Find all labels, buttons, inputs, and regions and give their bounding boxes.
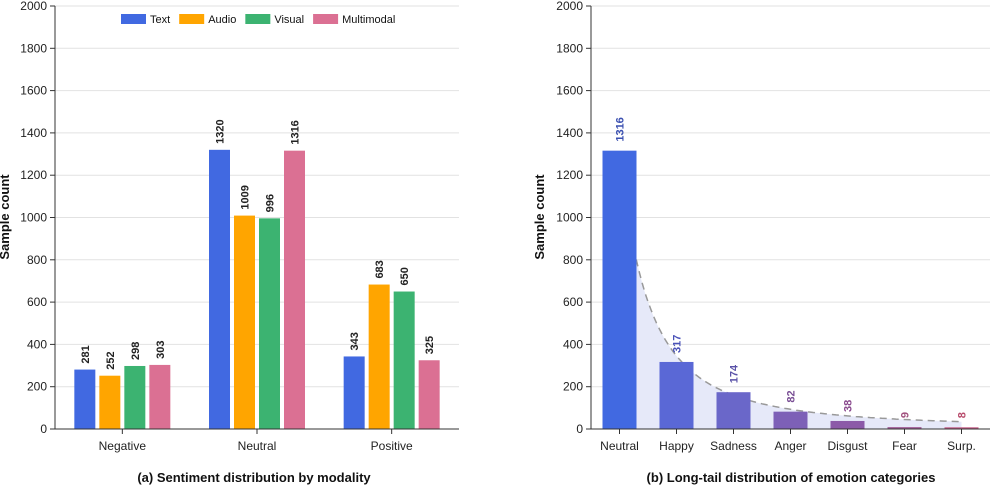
chart-a-legend-swatch <box>245 14 271 24</box>
chart-b-bar <box>944 427 979 429</box>
chart-b-ytick-label: 1800 <box>556 41 583 55</box>
chart-b-bar-label: 174 <box>729 364 741 383</box>
chart-a-bar-label: 683 <box>374 260 386 278</box>
chart-b-xtick-label: Surp. <box>947 439 976 453</box>
chart-b-bar-label: 82 <box>786 390 798 402</box>
chart-b-bar-label: 317 <box>672 335 684 353</box>
chart-b-bar-label: 8 <box>957 412 969 418</box>
chart-b-xtick-label: Disgust <box>827 439 868 453</box>
chart-a-bar-label: 1009 <box>240 185 252 209</box>
chart-a-bar <box>259 218 280 429</box>
chart-a-legend-label: Visual <box>274 14 304 26</box>
chart-a-xtick-label: Neutral <box>238 439 277 453</box>
chart-a-bar-label: 343 <box>349 332 361 350</box>
chart-b-xtick-label: Anger <box>774 439 806 453</box>
chart-b-ytick-label: 600 <box>563 295 583 309</box>
chart-b-xtick-label: Happy <box>659 439 694 453</box>
chart-a-legend-swatch <box>313 14 339 24</box>
chart-b-ytick-label: 200 <box>563 380 583 394</box>
chart-a-legend-swatch <box>179 14 205 24</box>
chart-b-ytick-label: 1400 <box>556 126 583 140</box>
chart-b-bar <box>602 150 637 429</box>
chart-a-bar <box>124 365 146 429</box>
chart-b-bar <box>830 420 865 429</box>
chart-b-xtick-label: Neutral <box>600 439 639 453</box>
chart-a-ytick-label: 1000 <box>20 211 47 225</box>
chart-a-bar-label: 252 <box>105 351 117 369</box>
chart-a-ytick-label: 1200 <box>20 168 47 182</box>
chart-b-ytick-label: 400 <box>563 337 583 351</box>
chart-a-ytick-label: 2000 <box>20 0 47 13</box>
chart-a-ytick-label: 1800 <box>20 41 47 55</box>
chart-a-bar <box>418 360 440 429</box>
chart-b-bar-label: 1316 <box>615 117 627 141</box>
chart-a-caption: (a) Sentiment distribution by modality <box>137 470 371 485</box>
chart-b-bar <box>659 361 694 429</box>
chart-b-ylabel: Sample count <box>532 174 547 260</box>
chart-a-bar-label: 281 <box>80 345 92 363</box>
chart-a-xtick-label: Positive <box>371 439 413 453</box>
chart-a-bar-label: 650 <box>399 267 411 285</box>
chart-a-bar <box>343 356 365 429</box>
chart-b-ytick-label: 0 <box>576 422 583 436</box>
chart-a-ytick-label: 600 <box>27 295 47 309</box>
chart-a-ytick-label: 400 <box>27 337 47 351</box>
chart-a-bar <box>74 369 96 429</box>
chart-b-caption: (b) Long-tail distribution of emotion ca… <box>647 470 936 485</box>
chart-a-xtick-label: Negative <box>99 439 147 453</box>
chart-a-legend-label: Text <box>150 14 170 26</box>
chart-a-bar-label: 996 <box>265 194 277 212</box>
chart-a-bar <box>99 375 121 429</box>
chart-a-bar-label: 298 <box>130 342 142 360</box>
chart-b-bar-label: 9 <box>900 412 912 418</box>
chart-b-ytick-label: 1600 <box>556 84 583 98</box>
chart-a-bar <box>368 284 390 429</box>
chart-b-xtick-label: Sadness <box>710 439 757 453</box>
chart-b-bar <box>716 392 751 429</box>
chart-a-ylabel: Sample count <box>0 174 12 260</box>
chart-a-ytick-label: 1600 <box>20 84 47 98</box>
chart-b-ytick-label: 2000 <box>556 0 583 13</box>
chart-b-xtick-label: Fear <box>892 439 917 453</box>
chart-b-bar-label: 38 <box>843 400 855 412</box>
chart-emotion-long-tail: 1316 317 174 82 38 9 8 0 200 400 600 800 1000 1200 14… <box>532 0 990 485</box>
chart-b-bar <box>887 427 922 429</box>
chart-a-bar-label: 303 <box>155 341 167 359</box>
chart-a-bar-label: 325 <box>424 336 436 354</box>
chart-b-ytick-label: 1200 <box>556 168 583 182</box>
chart-a-ytick-label: 0 <box>40 422 47 436</box>
chart-b-bar <box>773 411 808 429</box>
chart-a-ytick-label: 800 <box>27 253 47 267</box>
chart-b-ytick-label: 1000 <box>556 211 583 225</box>
chart-b-ytick-label: 800 <box>563 253 583 267</box>
chart-a-bar-label: 1320 <box>215 119 227 143</box>
chart-a-ytick-label: 1400 <box>20 126 47 140</box>
chart-a-legend-label: Multimodal <box>342 14 395 26</box>
chart-a-bar <box>149 364 171 429</box>
chart-a-ytick-label: 200 <box>27 380 47 394</box>
chart-a-bar-label: 1316 <box>290 120 302 144</box>
chart-a-legend-swatch <box>121 14 146 24</box>
chart-a-bar <box>284 150 305 429</box>
chart-a-legend-label: Audio <box>208 14 236 26</box>
chart-a-bar <box>234 215 255 429</box>
chart-a-bar <box>209 149 230 429</box>
chart-a-bar <box>393 291 415 429</box>
